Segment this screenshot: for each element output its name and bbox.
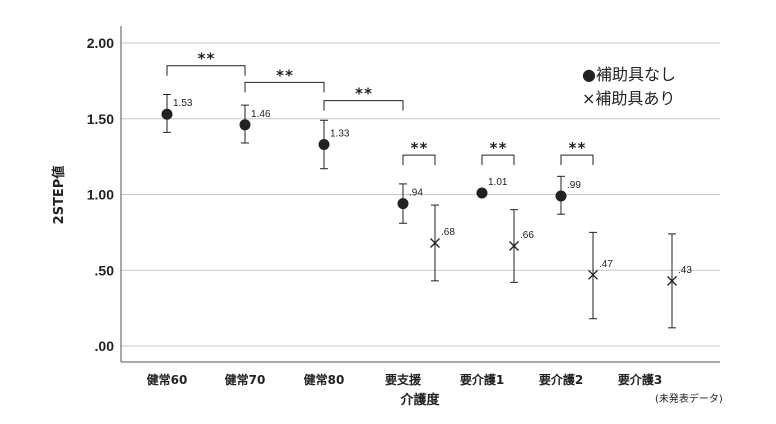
point-marker-x [509,241,519,251]
x-axis-title: 介護度 [399,392,440,408]
significance-bracket [560,154,594,166]
x-stroke [430,238,440,248]
point-marker-x [430,238,440,248]
point-marker-circle [318,139,330,151]
point-marker-x [667,275,677,286]
significance-label: ** [410,139,428,157]
x-stroke [588,269,598,280]
data-label: .94 [409,188,423,199]
significance-bracket [481,154,515,166]
x-tick-label: 要介護3 [618,372,662,387]
unpublished-note: (未発表データ) [655,392,723,405]
y-tick-label: 1.00 [87,187,114,203]
x-tick-label: 要介護2 [539,372,583,387]
significance-label: ** [568,139,586,157]
significance-label: ** [197,50,215,68]
x-tick-labels: 健常60 健常70 健常80 要支援 要介護1 要介護2 要介護3 [147,372,663,387]
significance-label: ** [354,85,372,103]
data-label: .99 [567,180,581,191]
data-label: .66 [520,230,534,241]
significance-bracket [323,100,404,111]
point-marker-circle [161,108,173,120]
legend: ●補助具なし ×補助具あり [582,65,676,108]
significance-label: ** [275,66,293,84]
data-label: .47 [599,259,613,270]
data-label: 1.53 [173,98,193,109]
x-stroke [509,241,519,251]
data-labels: 1.53 1.46 1.33 .94 1.01 .99 .68 .66 .47 .43 [173,98,692,276]
data-label: .68 [441,227,455,238]
axes [120,26,720,363]
gridlines [121,42,720,347]
significance-bracket [402,154,436,166]
legend-item-ari: ×補助具あり [582,89,675,108]
significance-bracket [166,65,246,76]
y-tick-label: 2.00 [87,35,114,51]
x-tick-label: 健常60 [147,372,188,387]
y-axis-title: 2STEP値 [51,166,67,225]
point-marker-circle [239,119,251,131]
x-tick-label: 要介護1 [460,372,504,387]
data-label: .43 [678,265,692,276]
significance-label: ** [489,139,507,157]
x-tick-label: 健常80 [304,372,345,387]
y-tick-label: .50 [95,262,115,278]
x-stroke [667,275,677,286]
point-marker-circle [476,187,488,199]
y-tick-labels: .00 .50 1.00 1.50 2.00 [87,35,114,354]
significance-brackets: ** ** ** ** ** ** [166,50,594,166]
point-marker-circle [397,198,409,210]
data-label: 1.01 [488,177,508,188]
markers [161,108,677,286]
error-bars [163,94,676,329]
legend-item-nashi: ●補助具なし [582,65,676,84]
x-tick-label: 健常70 [225,372,266,387]
data-label: 1.33 [330,129,350,140]
y-tick-label: .00 [95,338,115,354]
point-marker-x [588,269,598,280]
significance-bracket [244,81,325,93]
y-tick-label: 1.50 [87,111,114,127]
data-label: 1.46 [251,109,271,120]
x-tick-label: 要支援 [385,372,422,387]
point-marker-circle [555,190,567,202]
